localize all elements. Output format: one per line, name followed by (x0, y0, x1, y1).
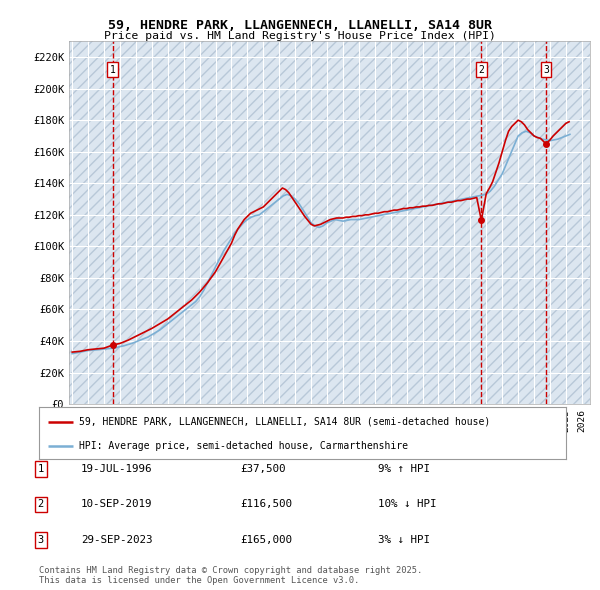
Text: 19-JUL-1996: 19-JUL-1996 (81, 464, 152, 474)
Text: 10% ↓ HPI: 10% ↓ HPI (378, 500, 437, 509)
Text: 59, HENDRE PARK, LLANGENNECH, LLANELLI, SA14 8UR: 59, HENDRE PARK, LLANGENNECH, LLANELLI, … (108, 19, 492, 32)
Text: 2: 2 (478, 65, 484, 75)
Text: £165,000: £165,000 (240, 535, 292, 545)
Text: £116,500: £116,500 (240, 500, 292, 509)
Text: 10-SEP-2019: 10-SEP-2019 (81, 500, 152, 509)
Text: 1: 1 (110, 65, 116, 75)
Text: 29-SEP-2023: 29-SEP-2023 (81, 535, 152, 545)
Text: 59, HENDRE PARK, LLANGENNECH, LLANELLI, SA14 8UR (semi-detached house): 59, HENDRE PARK, LLANGENNECH, LLANELLI, … (79, 417, 490, 427)
Text: £37,500: £37,500 (240, 464, 286, 474)
Text: Contains HM Land Registry data © Crown copyright and database right 2025.
This d: Contains HM Land Registry data © Crown c… (39, 566, 422, 585)
Text: 1: 1 (38, 464, 44, 474)
Text: 3: 3 (543, 65, 549, 75)
Text: 3: 3 (38, 535, 44, 545)
Text: 3% ↓ HPI: 3% ↓ HPI (378, 535, 430, 545)
Text: Price paid vs. HM Land Registry's House Price Index (HPI): Price paid vs. HM Land Registry's House … (104, 31, 496, 41)
Text: HPI: Average price, semi-detached house, Carmarthenshire: HPI: Average price, semi-detached house,… (79, 441, 407, 451)
Text: 2: 2 (38, 500, 44, 509)
Text: 9% ↑ HPI: 9% ↑ HPI (378, 464, 430, 474)
